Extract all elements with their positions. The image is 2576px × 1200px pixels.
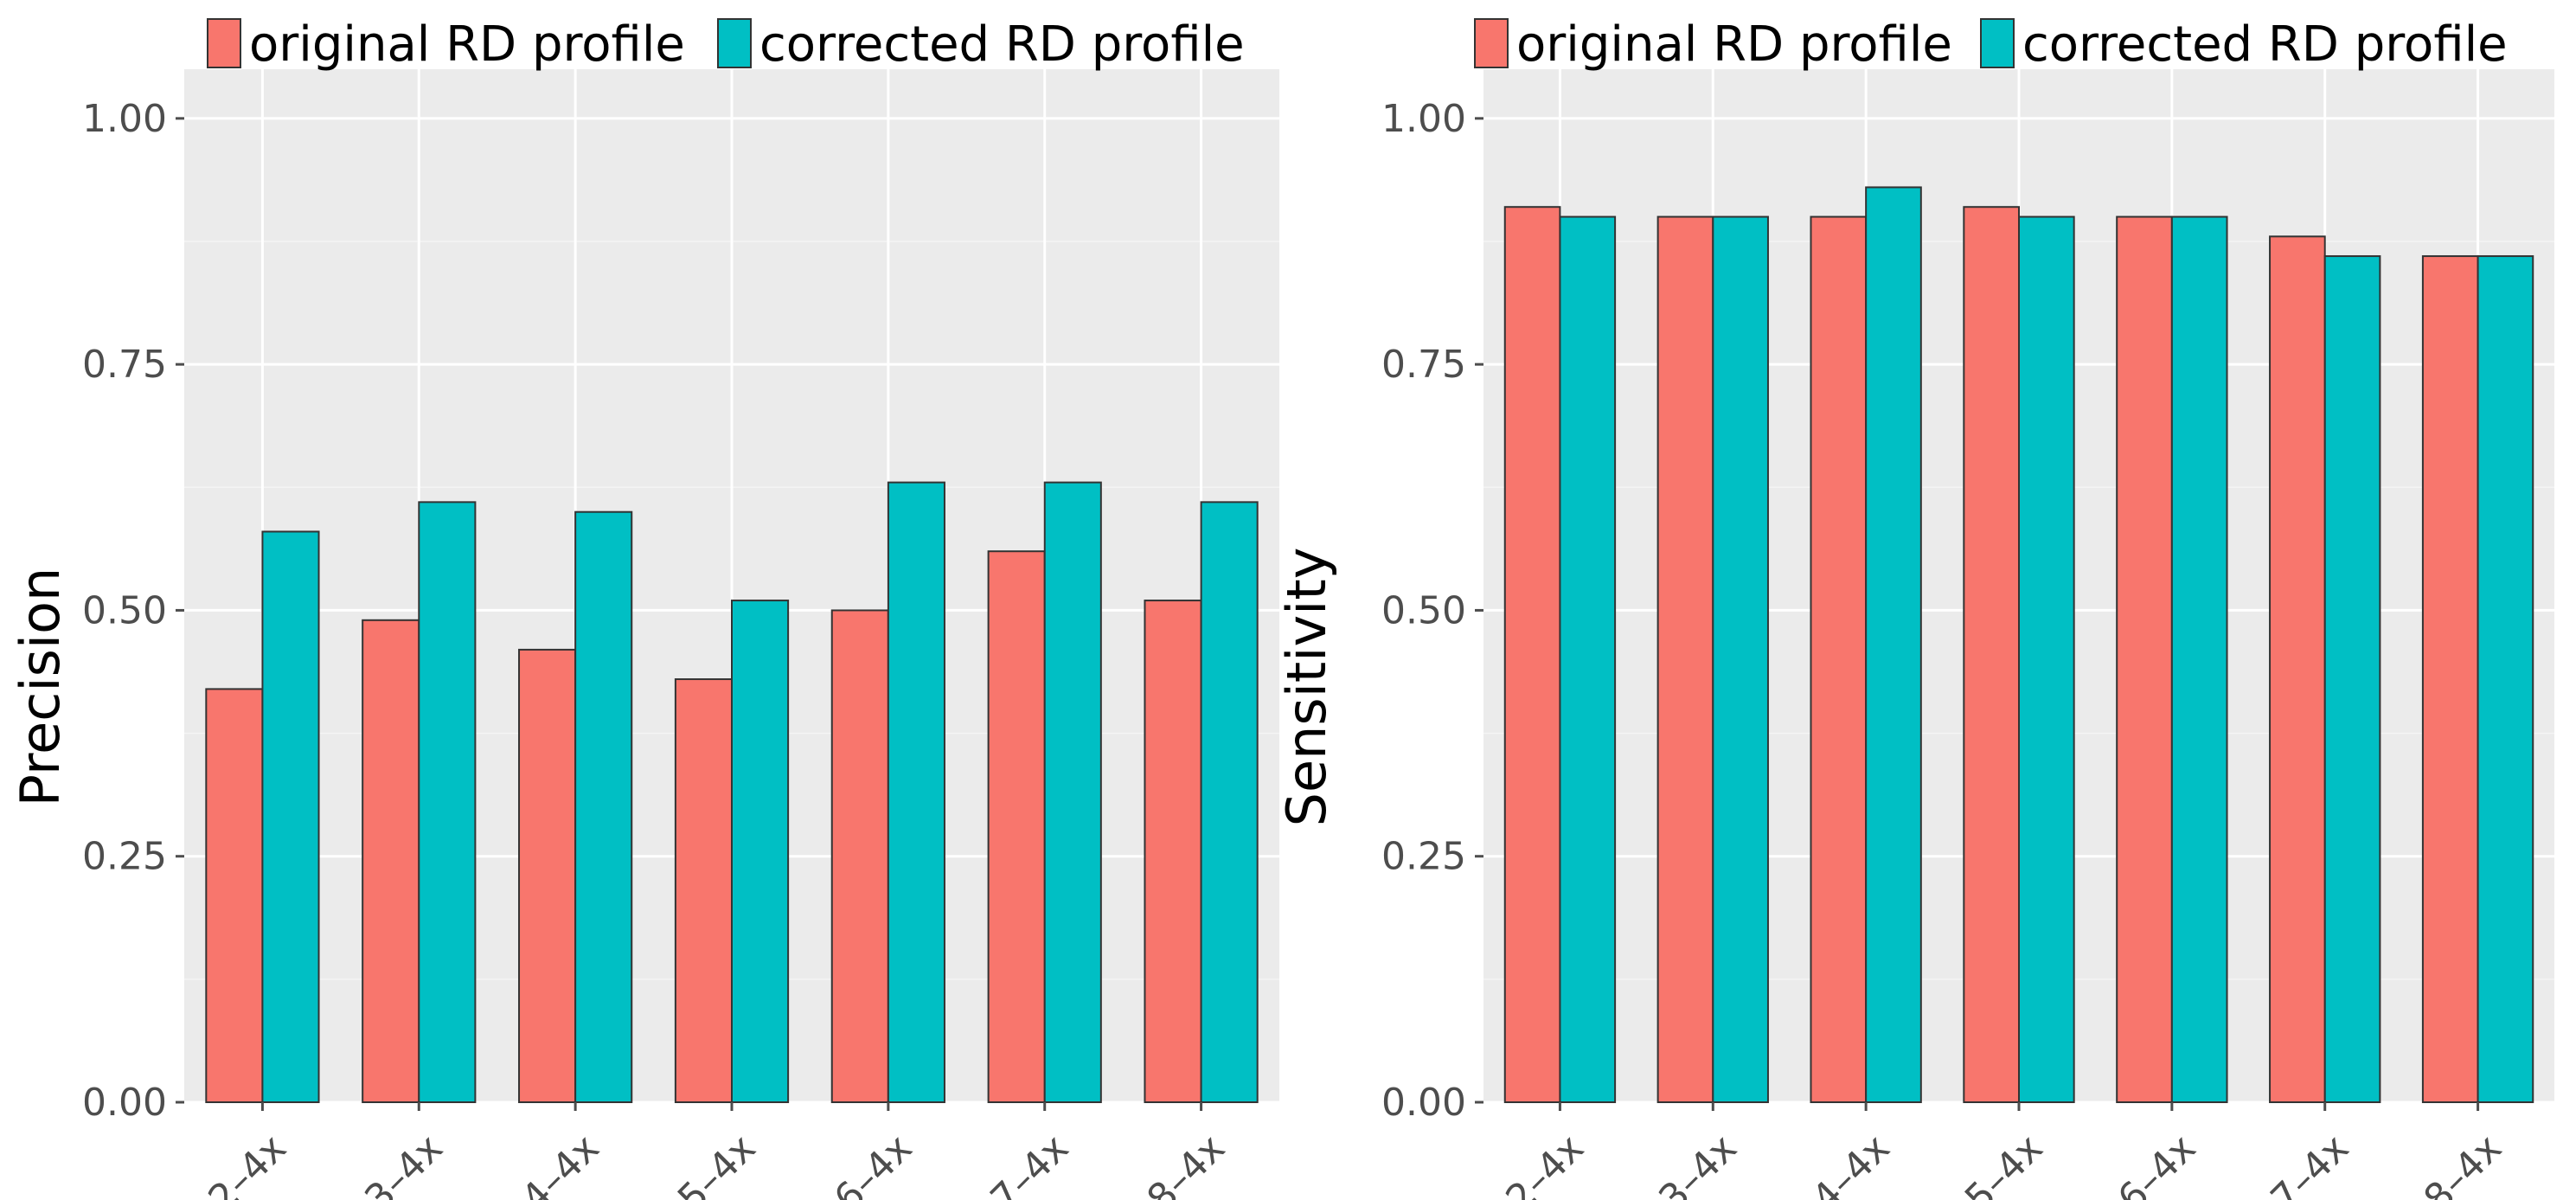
- x-tick-label: 0.7–4x: [2237, 1126, 2357, 1200]
- legend-key-original: [207, 18, 241, 68]
- bar-corrected-6: [2477, 255, 2534, 1103]
- bar-corrected-1: [1712, 215, 1769, 1104]
- sensitivity-chart: 0.00 0.25 0.50 0.75 1.00 0.2–4x 0.3–4x 0.4–4x 0.…: [1275, 16, 2554, 1200]
- bar-corrected-4: [887, 481, 945, 1103]
- y-tick-label: 0.75: [1381, 343, 1466, 387]
- bar-corrected-1: [418, 501, 477, 1103]
- bar-corrected-2: [1865, 186, 1922, 1103]
- y-tick-label: 0.25: [1381, 835, 1466, 879]
- x-tick-label: 0.8–4x: [1113, 1126, 1234, 1200]
- x-tick-label: 0.4–4x: [1778, 1126, 1898, 1200]
- legend-label-corrected: corrected RD profile: [759, 16, 1245, 73]
- bar-original-3: [674, 678, 733, 1103]
- bar-original-5: [2269, 235, 2326, 1104]
- bar-original-2: [518, 648, 577, 1103]
- x-tick-label: 0.3–4x: [331, 1126, 452, 1200]
- bar-corrected-6: [1200, 501, 1259, 1103]
- x-tick-label: 0.2–4x: [175, 1126, 295, 1200]
- bar-original-4: [830, 609, 889, 1103]
- y-tick-label: 0.25: [82, 835, 167, 879]
- bar-corrected-5: [1043, 481, 1102, 1103]
- legend-key-corrected: [717, 18, 752, 68]
- bar-corrected-2: [574, 510, 633, 1103]
- bar-original-3: [1963, 206, 2021, 1104]
- y-axis-title: Precision: [9, 568, 72, 807]
- precision-chart: 0.00 0.25 0.50 0.75 1.00 0.2–4x 0.3–4x 0.4–4x 0.…: [9, 16, 1279, 1200]
- y-tick-label: 0.00: [1381, 1081, 1466, 1125]
- y-tick-label: 0.50: [82, 588, 167, 632]
- x-tick-label: 0.6–4x: [2084, 1126, 2204, 1200]
- x-tick-label: 0.7–4x: [957, 1126, 1077, 1200]
- legend-label-corrected: corrected RD profile: [2022, 16, 2508, 73]
- y-tick-label: 1.00: [82, 97, 167, 141]
- bar-original-0: [1503, 206, 1561, 1104]
- x-tick-label: 0.4–4x: [487, 1126, 607, 1200]
- bar-original-1: [1656, 215, 1714, 1104]
- bar-corrected-0: [1559, 215, 1617, 1104]
- x-tick-label: 0.8–4x: [2390, 1126, 2510, 1200]
- bar-corrected-0: [261, 530, 320, 1103]
- x-tick-label: 0.5–4x: [644, 1126, 764, 1200]
- x-tick-label: 0.2–4x: [1472, 1126, 1592, 1200]
- y-tick-label: 0.75: [82, 343, 167, 387]
- x-tick-label: 0.6–4x: [800, 1126, 920, 1200]
- y-tick-label: 0.00: [82, 1081, 167, 1125]
- y-tick-label: 1.00: [1381, 97, 1466, 141]
- bar-corrected-5: [2323, 255, 2381, 1103]
- legend-label-original: original RD profile: [249, 16, 685, 73]
- bar-original-4: [2116, 215, 2173, 1104]
- x-tick-label: 0.5–4x: [1931, 1126, 2051, 1200]
- y-tick-label: 0.50: [1381, 588, 1466, 632]
- bar-corrected-4: [2170, 215, 2228, 1104]
- legend-key-original: [1474, 18, 1509, 68]
- bar-original-2: [1810, 215, 1868, 1104]
- bar-original-6: [1144, 600, 1202, 1103]
- bar-original-1: [362, 619, 420, 1103]
- x-tick-label: 0.3–4x: [1625, 1126, 1746, 1200]
- bar-corrected-3: [2018, 215, 2075, 1104]
- legend-label-original: original RD profile: [1516, 16, 1952, 73]
- legend-key-corrected: [1980, 18, 2015, 68]
- bar-original-6: [2421, 255, 2479, 1103]
- bar-original-0: [205, 688, 264, 1104]
- bar-original-5: [987, 550, 1046, 1103]
- bar-corrected-3: [731, 600, 790, 1103]
- y-axis-title: Sensitivity: [1275, 548, 1338, 827]
